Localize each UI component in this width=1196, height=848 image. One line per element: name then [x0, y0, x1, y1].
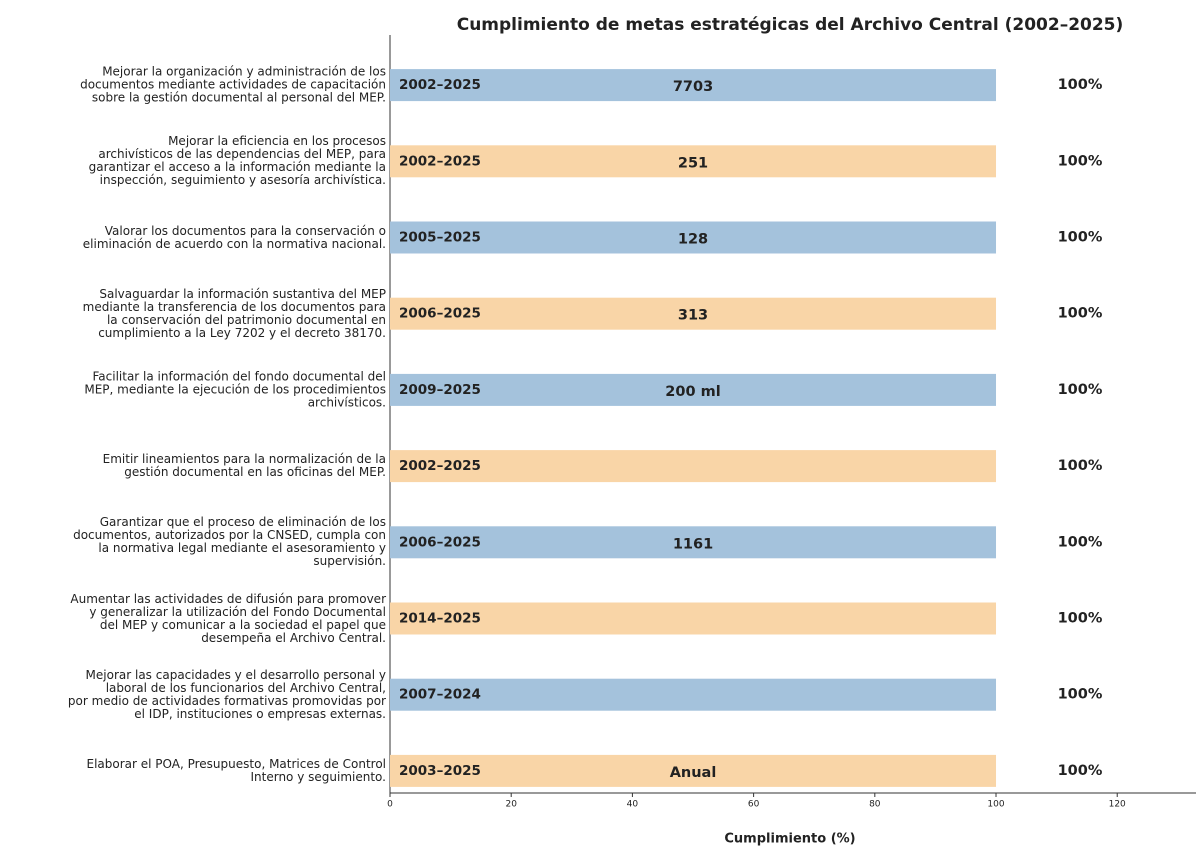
period-label: 2002–2025	[399, 153, 481, 169]
value-label: 100%	[1058, 230, 1103, 246]
period-label: 2003–2025	[399, 763, 481, 779]
bar	[390, 450, 997, 483]
bar-annotation: 313	[678, 308, 708, 324]
period-label: 2009–2025	[399, 382, 481, 398]
bar	[390, 678, 997, 711]
period-label: 2006–2025	[399, 534, 481, 550]
y-tick-label: Emitir lineamientos para la normalizació…	[102, 452, 386, 480]
bar-annotation: 128	[678, 232, 708, 248]
bar	[390, 526, 997, 559]
x-tick-label: 20	[505, 800, 517, 810]
bar-annotation: 200 ml	[665, 384, 720, 400]
y-tick-label: Aumentar las actividades de difusión par…	[70, 591, 386, 645]
bar	[390, 754, 997, 787]
bar-annotation: Anual	[670, 765, 717, 781]
y-tick-label: Elaborar el POA, Presupuesto, Matrices d…	[86, 756, 387, 784]
value-label: 100%	[1058, 382, 1103, 398]
bar	[390, 145, 997, 178]
period-label: 2014–2025	[399, 611, 481, 627]
x-axis-label: Cumplimiento (%)	[724, 832, 855, 847]
x-tick-label: 60	[748, 800, 760, 810]
value-label: 100%	[1058, 77, 1103, 93]
y-tick-label: Mejorar las capacidades y el desarrollo …	[67, 667, 386, 721]
y-tick-label: Valorar los documentos para la conservac…	[82, 223, 386, 251]
bar	[390, 69, 997, 102]
y-tick-label: Facilitar la información del fondo docum…	[84, 369, 386, 410]
value-label: 100%	[1058, 458, 1103, 474]
period-label: 2002–2025	[399, 458, 481, 474]
bar	[390, 297, 997, 330]
period-label: 2005–2025	[399, 230, 481, 246]
period-label: 2002–2025	[399, 77, 481, 93]
bar-annotation: 7703	[673, 79, 713, 95]
value-label: 100%	[1058, 534, 1103, 550]
period-label: 2006–2025	[399, 306, 481, 322]
chart-title: Cumplimiento de metas estratégicas del A…	[457, 15, 1124, 35]
x-tick-label: 0	[387, 800, 393, 810]
x-tick-label: 100	[987, 800, 1004, 810]
y-tick-label: Salvaguardar la información sustantiva d…	[82, 286, 386, 340]
bar	[390, 373, 997, 406]
bar	[390, 602, 997, 635]
value-label: 100%	[1058, 763, 1103, 779]
value-label: 100%	[1058, 153, 1103, 169]
bar-annotation: 251	[678, 155, 708, 171]
value-label: 100%	[1058, 306, 1103, 322]
bar	[390, 221, 997, 254]
x-tick-label: 40	[627, 800, 639, 810]
x-tick-label: 120	[1109, 800, 1126, 810]
period-label: 2007–2024	[399, 687, 481, 703]
bar-annotation: 1161	[673, 536, 713, 552]
y-tick-label: Mejorar la eficiencia en los procesos ar…	[88, 134, 386, 188]
value-label: 100%	[1058, 611, 1103, 627]
y-tick-label: Garantizar que el proceso de eliminación…	[73, 515, 386, 569]
value-label: 100%	[1058, 687, 1103, 703]
x-tick-label: 80	[869, 800, 881, 810]
y-tick-label: Mejorar la organización y administración…	[80, 64, 386, 105]
